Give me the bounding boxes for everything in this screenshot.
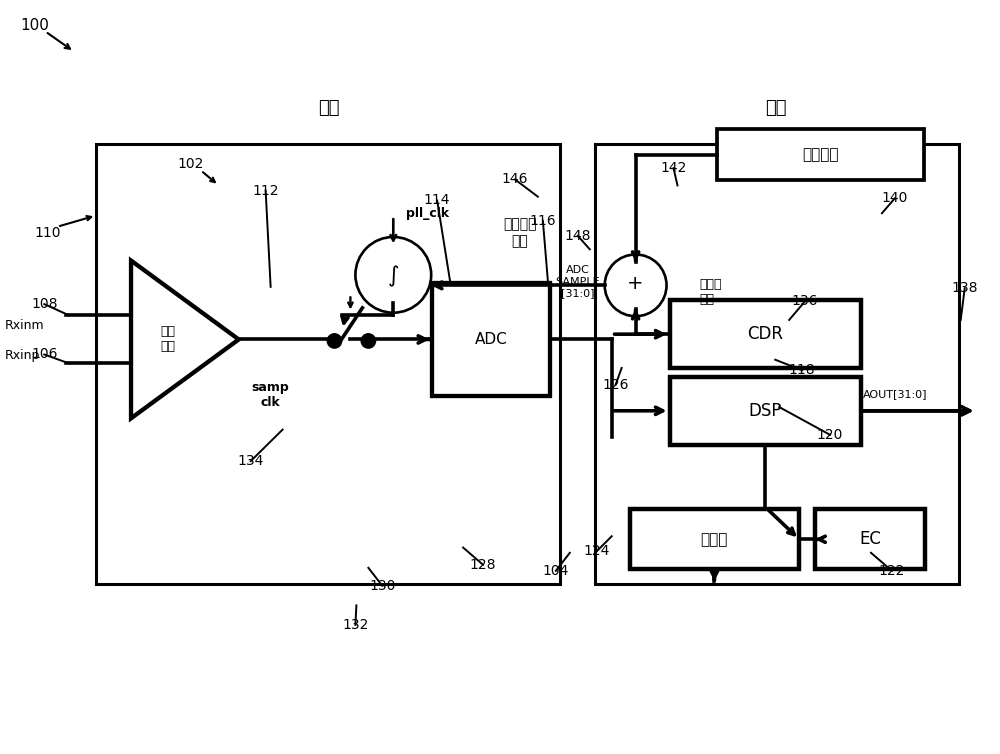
Text: 122: 122	[879, 564, 905, 578]
Text: 数字: 数字	[765, 99, 787, 117]
Text: 118: 118	[789, 363, 815, 377]
Text: 134: 134	[238, 454, 264, 468]
Ellipse shape	[355, 237, 431, 313]
Bar	[630, 509, 799, 569]
Text: 108: 108	[31, 297, 58, 311]
Text: EC: EC	[859, 530, 881, 548]
Text: AOUT[31:0]: AOUT[31:0]	[863, 390, 927, 400]
Text: +: +	[627, 274, 644, 293]
Text: 140: 140	[882, 192, 908, 205]
Bar	[815, 509, 925, 569]
Text: 148: 148	[565, 228, 591, 243]
Polygon shape	[131, 261, 239, 418]
Text: ADC: ADC	[475, 332, 507, 347]
Text: 102: 102	[178, 158, 204, 171]
Text: 132: 132	[342, 618, 369, 632]
Ellipse shape	[327, 334, 342, 348]
Text: 应力恢复
相位: 应力恢复 相位	[503, 218, 537, 248]
Text: 控制器: 控制器	[701, 532, 728, 547]
Text: ADC
SAMPLE
[31:0]: ADC SAMPLE [31:0]	[555, 265, 600, 298]
Text: ∫: ∫	[387, 265, 399, 287]
Text: 136: 136	[792, 294, 818, 308]
Text: 恢复的
相位: 恢复的 相位	[699, 278, 722, 306]
Text: 模拟: 模拟	[318, 99, 339, 117]
Text: CDR: CDR	[747, 325, 783, 343]
Bar	[595, 144, 959, 584]
Text: 120: 120	[817, 428, 843, 442]
Text: 112: 112	[252, 184, 279, 198]
Text: 126: 126	[602, 378, 629, 391]
Text: 104: 104	[543, 564, 569, 578]
Text: 130: 130	[369, 579, 396, 593]
Bar	[670, 377, 861, 445]
Text: 100: 100	[20, 18, 49, 33]
Text: DSP: DSP	[749, 402, 782, 420]
Text: 106: 106	[31, 348, 58, 361]
Bar	[717, 129, 924, 180]
Text: 146: 146	[502, 173, 528, 186]
Ellipse shape	[605, 254, 667, 316]
Bar	[96, 144, 560, 584]
Text: samp
clk: samp clk	[252, 381, 290, 409]
Polygon shape	[432, 283, 550, 396]
Text: Rxinm: Rxinm	[4, 320, 44, 333]
Bar	[670, 300, 861, 368]
Text: 模拟
前端: 模拟 前端	[160, 326, 175, 354]
Text: pll_clk: pll_clk	[406, 207, 449, 220]
Text: 调制抖动: 调制抖动	[802, 147, 838, 162]
Text: 124: 124	[584, 544, 610, 558]
Text: Rxinp: Rxinp	[4, 349, 40, 363]
Text: 116: 116	[530, 213, 556, 228]
Text: 110: 110	[34, 225, 61, 240]
Ellipse shape	[361, 334, 376, 348]
Text: 114: 114	[424, 194, 450, 207]
Text: 138: 138	[951, 281, 978, 296]
Text: 142: 142	[660, 161, 687, 175]
Text: 128: 128	[470, 558, 496, 572]
